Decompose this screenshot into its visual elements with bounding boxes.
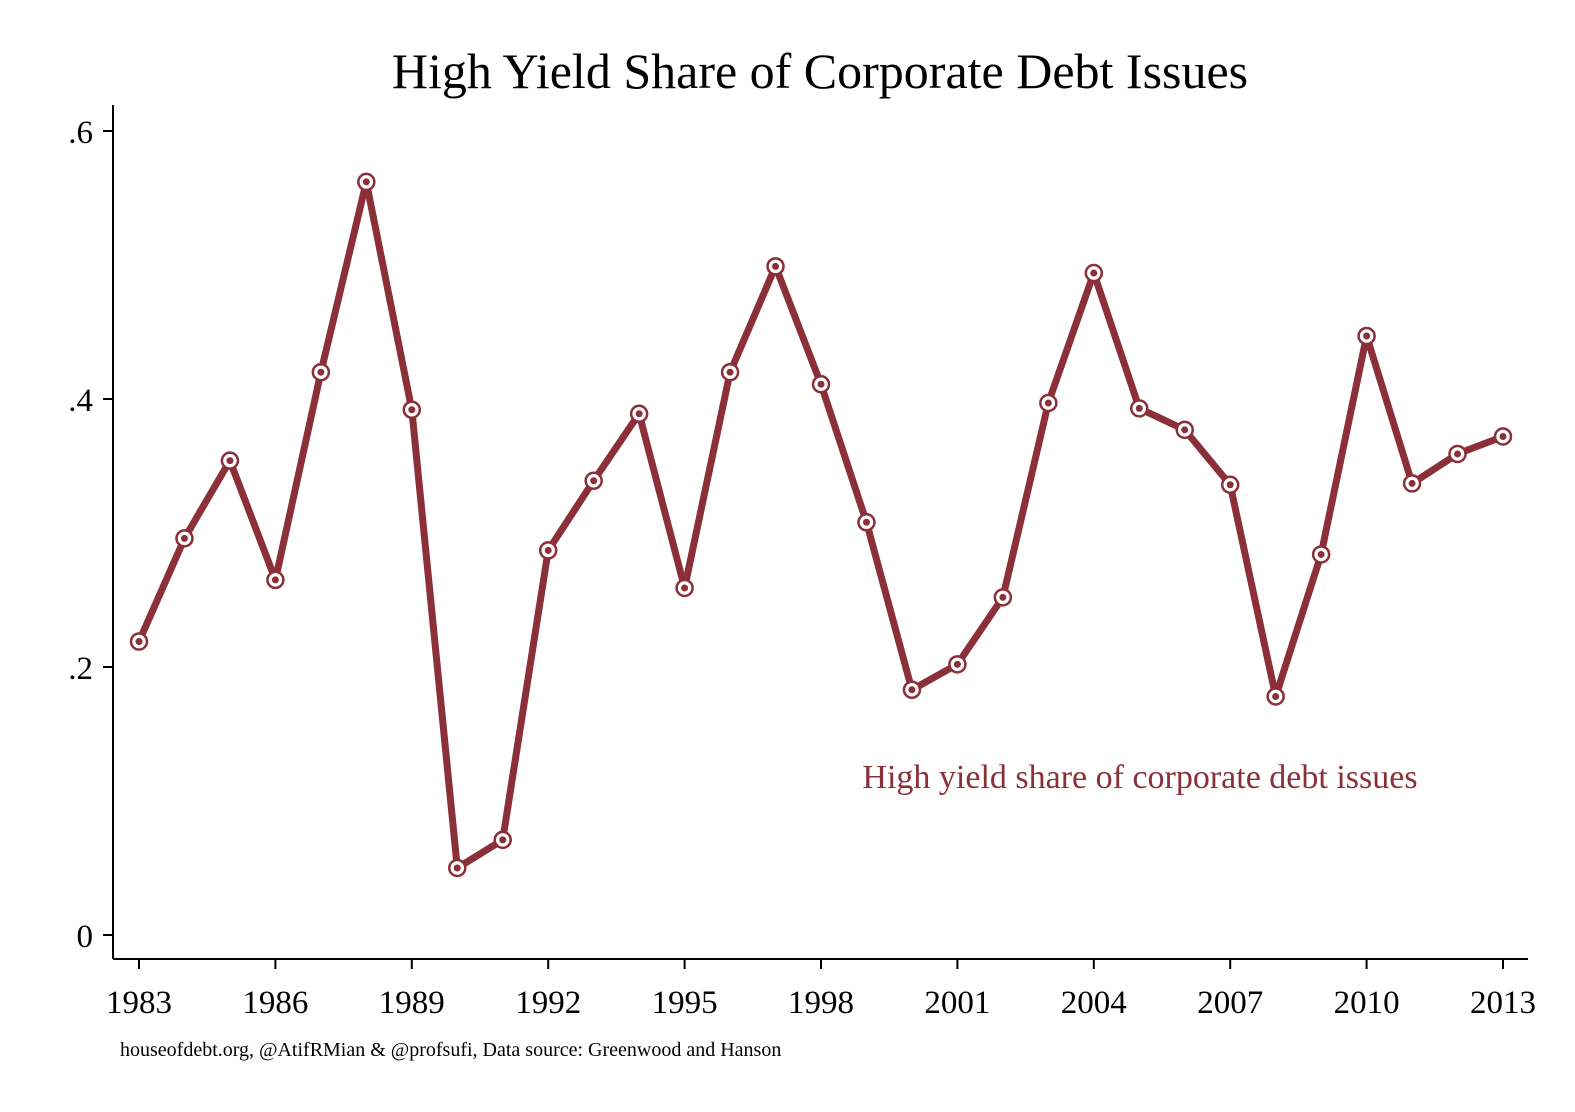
data-point-center — [817, 380, 825, 388]
data-point-center — [1499, 433, 1507, 441]
source-note: houseofdebt.org, @AtifRMian & @profsufi,… — [120, 1039, 781, 1061]
data-point-center — [772, 262, 780, 270]
x-axis-ticks: 1983 1986 1989 1992 1995 1998 2001 2004 2007 2010… — [106, 959, 1536, 1021]
data-point-center — [408, 406, 416, 414]
data-point-center — [953, 660, 961, 668]
data-point-center — [862, 518, 870, 526]
x-tick-label: 2007 — [1197, 985, 1263, 1021]
data-point-center — [908, 686, 916, 694]
data-point-center — [681, 584, 689, 592]
series-annotation: High yield share of corporate debt issue… — [862, 759, 1417, 796]
data-point-center — [1090, 269, 1098, 277]
data-point-center — [1363, 332, 1371, 340]
data-point-center — [271, 576, 279, 584]
data-point-center — [999, 593, 1007, 601]
data-point-center — [362, 178, 370, 186]
series-high-yield — [129, 172, 1513, 878]
y-axis-ticks: 0 .2 .4 .6 — [68, 115, 113, 955]
data-point-center — [453, 864, 461, 872]
data-point-center — [317, 368, 325, 376]
y-tick-label: .6 — [68, 115, 93, 151]
data-point-center — [726, 368, 734, 376]
data-point-center — [635, 410, 643, 418]
x-tick-label: 2010 — [1334, 985, 1400, 1021]
y-tick-label: .2 — [68, 651, 93, 687]
data-point-center — [1272, 692, 1280, 700]
data-point-center — [1317, 550, 1325, 558]
data-point-center — [180, 534, 188, 542]
x-tick-label: 1995 — [652, 985, 718, 1021]
data-point-center — [135, 638, 143, 646]
data-point-center — [1044, 399, 1052, 407]
data-point-center — [1226, 481, 1234, 489]
data-point-center — [226, 457, 234, 465]
data-point-center — [544, 546, 552, 554]
x-tick-label: 1998 — [788, 985, 854, 1021]
data-point-center — [1454, 450, 1462, 458]
data-point-center — [1408, 479, 1416, 487]
x-tick-label: 2001 — [924, 985, 990, 1021]
x-tick-label: 1986 — [242, 985, 308, 1021]
data-point-center — [499, 836, 507, 844]
data-point-center — [590, 477, 598, 485]
data-point-center — [1135, 404, 1143, 412]
x-tick-label: 2013 — [1470, 985, 1536, 1021]
x-tick-label: 1992 — [515, 985, 581, 1021]
x-tick-label: 2004 — [1061, 985, 1127, 1021]
x-tick-label: 1983 — [106, 985, 172, 1021]
x-tick-label: 1989 — [379, 985, 445, 1021]
data-point-center — [1181, 426, 1189, 434]
y-tick-label: .4 — [68, 383, 93, 419]
y-tick-label: 0 — [77, 919, 94, 955]
chart-title: High Yield Share of Corporate Debt Issue… — [392, 43, 1248, 99]
